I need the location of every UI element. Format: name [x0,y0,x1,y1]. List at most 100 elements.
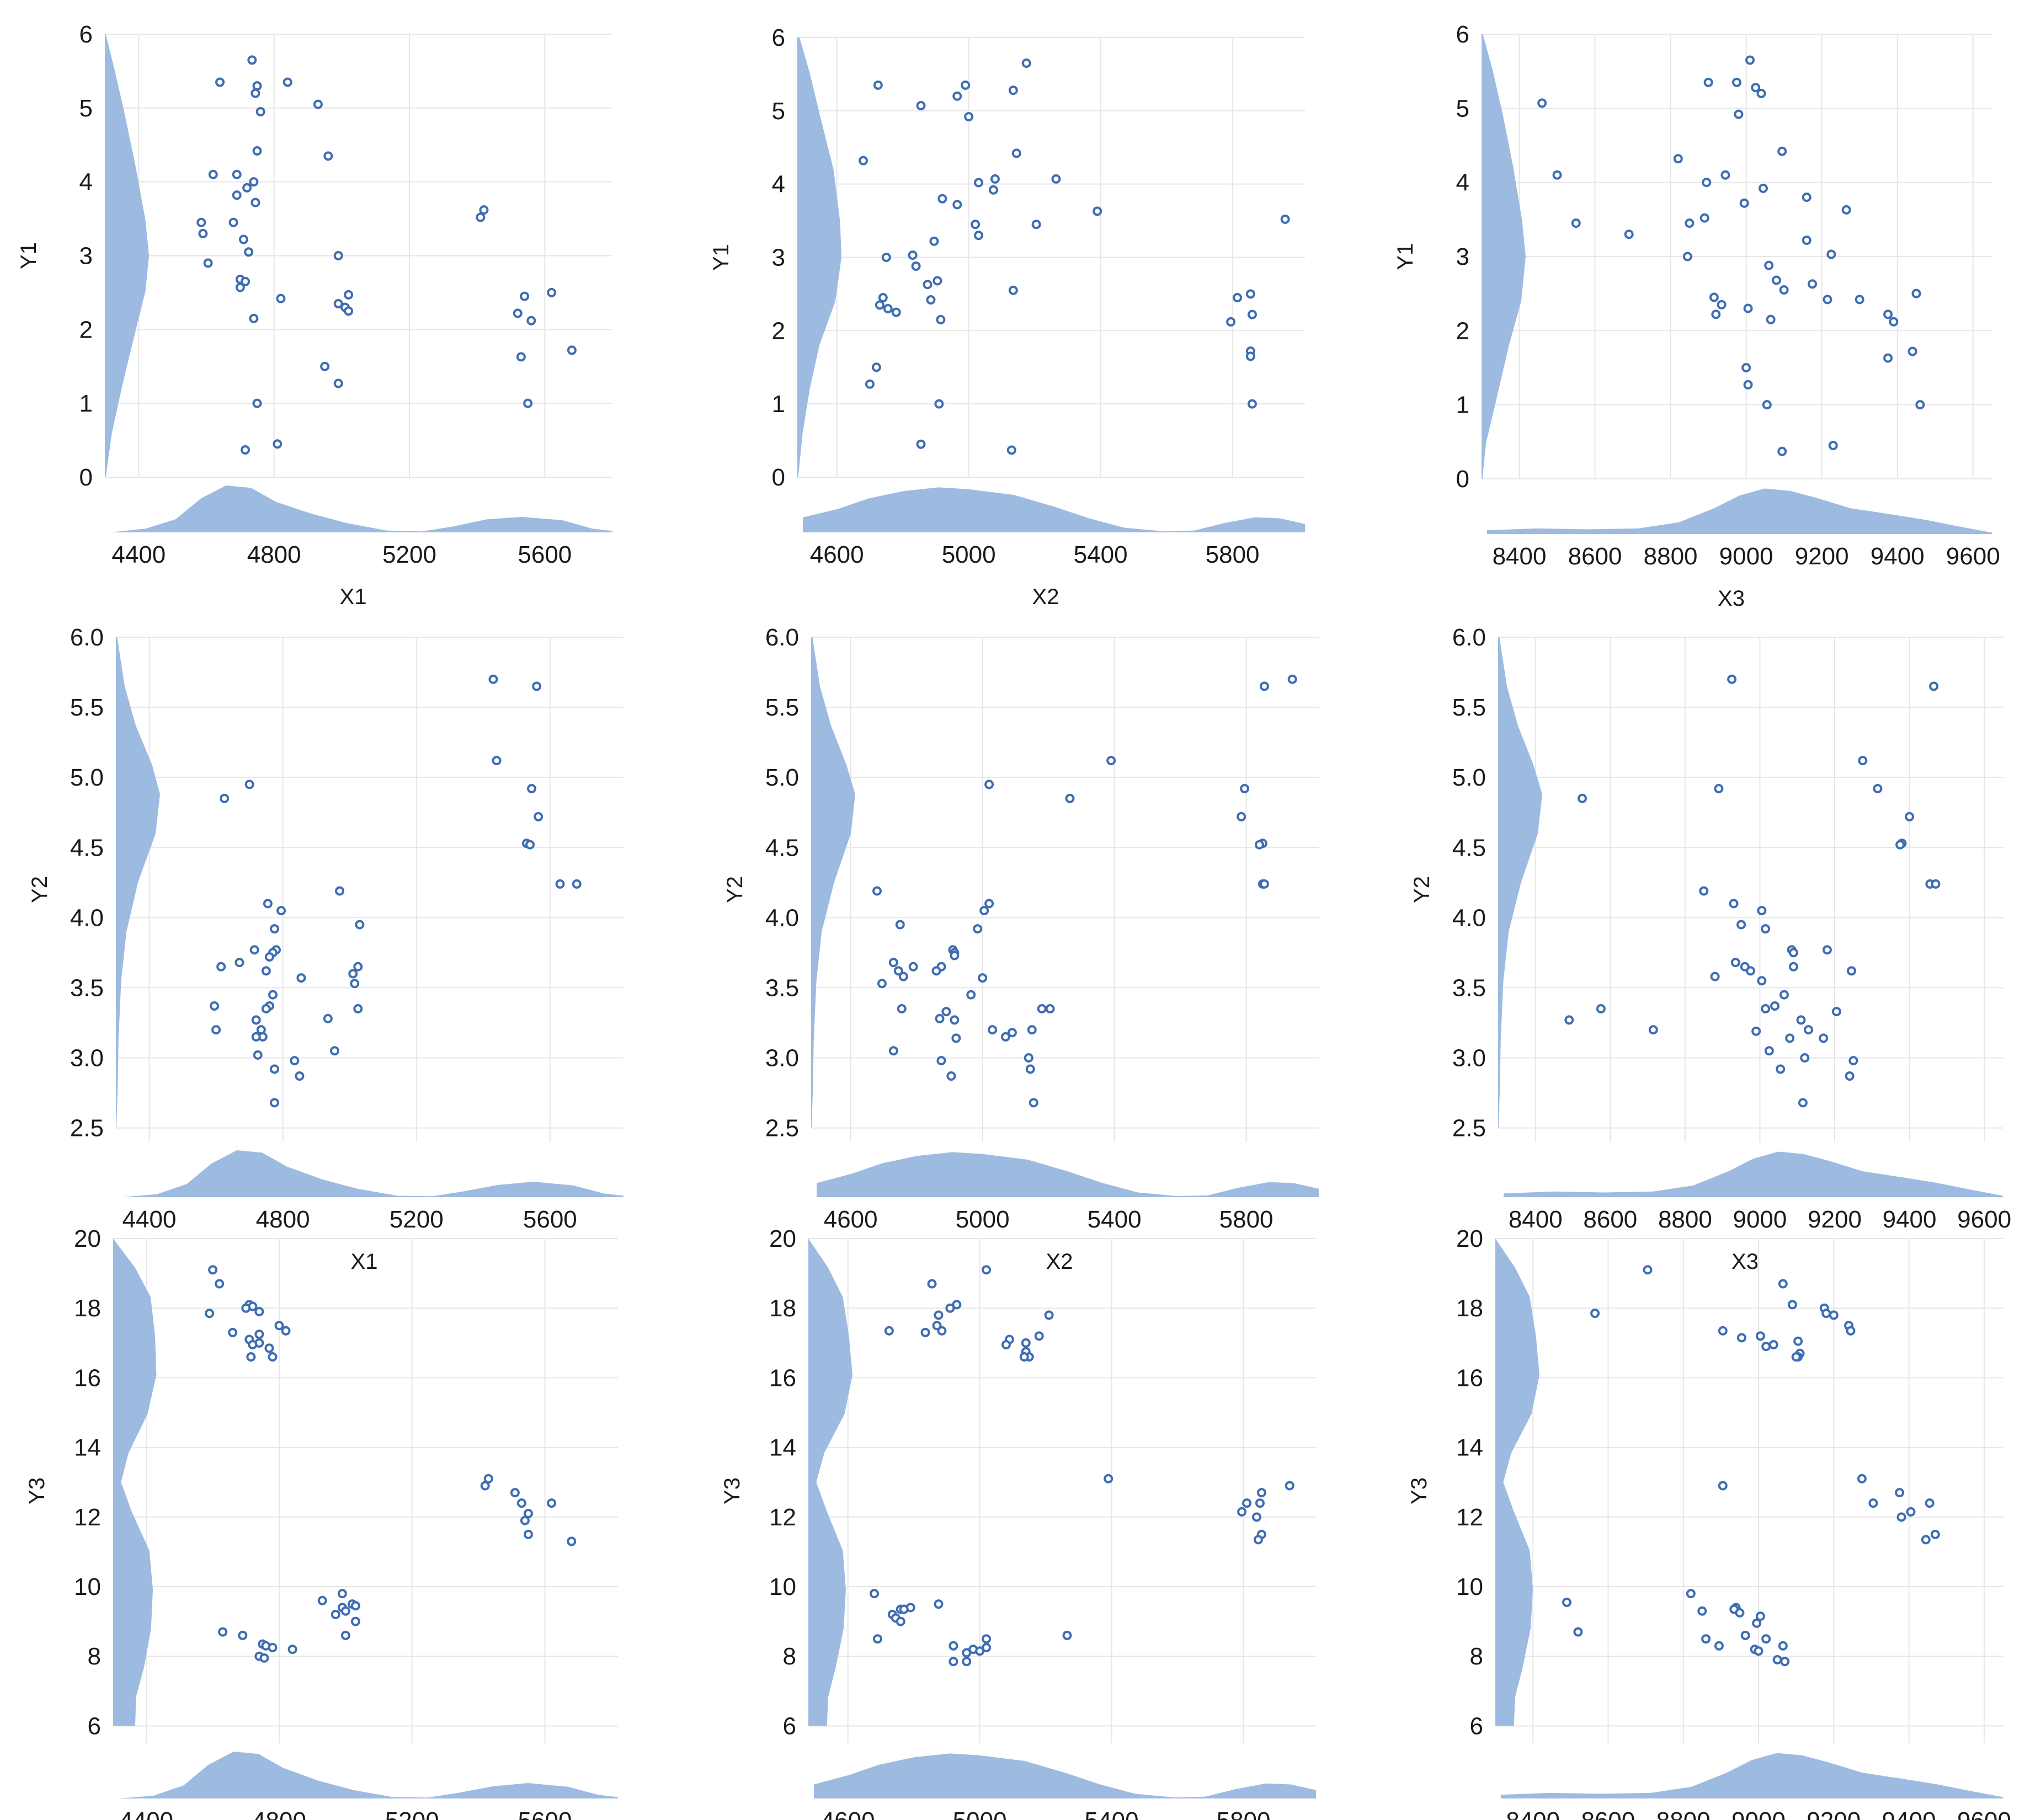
data-point [935,1013,945,1023]
scatter-panel: 6 8 10 12 14 16 18 20 8400 8600 8800 9000 9200 9400 96… [1407,1225,2011,1820]
data-point [276,293,286,303]
y-tick-label: 0 [1456,466,1469,493]
data-point [1571,218,1581,228]
data-point [1699,886,1709,896]
data-point [978,973,988,983]
data-point [251,1032,261,1042]
data-point [276,906,286,916]
data-point [1802,193,1811,202]
data-point [252,398,262,408]
scatter-panel: 2.5 3.0 3.5 4.0 4.5 5.0 5.5 6.0 4600 5000 5400 5800… [723,624,1319,1274]
data-point [1740,1630,1750,1640]
data-point [335,886,345,896]
data-point [946,1071,956,1081]
data-point [1717,300,1727,309]
y-tick-label: 18 [74,1295,101,1322]
data-point [858,156,868,166]
data-point [1889,317,1899,327]
data-point [1240,784,1250,793]
data-point [523,398,533,408]
data-point [572,879,582,889]
y-axis-label: Y3 [25,1477,49,1504]
x-marginal-density [817,1152,1319,1197]
data-point [526,316,536,325]
data-point [1552,170,1562,180]
data-point [1008,285,1018,295]
data-point [218,1627,228,1637]
data-point [350,1601,360,1611]
data-point [246,1352,256,1362]
data-point [516,352,526,362]
data-point [1756,88,1766,98]
data-point [1024,1053,1033,1063]
data-point [933,276,942,286]
data-point [1743,303,1753,313]
data-point [1021,1338,1031,1348]
y-tick-label: 5 [1456,95,1469,122]
data-point [1226,317,1236,327]
data-point [1905,812,1915,821]
y-marginal-density [1482,34,1526,479]
data-point [1780,1657,1790,1667]
data-point [1761,1634,1771,1644]
data-point [241,445,251,455]
x-axis-label: X3 [1731,1250,1759,1274]
x-tick-label: 5400 [1085,1807,1139,1820]
data-point [1624,229,1634,239]
data-point [259,1653,269,1663]
data-point [261,966,271,976]
data-point [331,1610,340,1620]
data-point [1037,1004,1047,1014]
y-tick-label: 3 [79,243,93,270]
data-point [228,1327,238,1337]
data-point [888,958,898,968]
y-axis-label: Y2 [28,876,52,903]
y-tick-label: 20 [769,1225,796,1252]
data-point [249,945,259,955]
data-point [873,80,883,90]
data-point [264,1343,274,1353]
data-point [973,924,983,934]
data-point [1772,1655,1782,1665]
data-point [984,780,994,789]
data-point [268,1642,278,1652]
data-point [333,378,343,388]
x-tick-label: 5000 [953,1807,1007,1820]
y-marginal-density [105,34,149,477]
data-point [1735,1608,1745,1618]
y-tick-label: 4 [1456,169,1469,196]
data-point [523,1529,533,1539]
data-point [1697,1606,1707,1616]
data-point [934,1599,944,1609]
x-tick-label: 8400 [1493,543,1547,570]
data-point [1758,183,1768,193]
y-axis-label: Y1 [17,242,41,269]
data-point [1764,260,1774,270]
data-point [1911,289,1921,298]
x-tick-label: 8400 [1506,1807,1560,1820]
data-point [988,1025,998,1035]
x-marginal-density [1501,1753,2003,1798]
data-point [329,1046,339,1056]
x-axis-label: X2 [1046,1250,1073,1274]
y-tick-label: 5.5 [70,694,104,721]
data-point [1247,399,1257,409]
y-tick-label: 2.5 [765,1115,799,1142]
data-point [1788,948,1798,958]
y-tick-label: 10 [1456,1573,1483,1600]
data-point [1761,924,1771,934]
data-point [198,228,208,238]
data-point [865,379,875,389]
data-point [1093,206,1102,216]
data-point [1254,840,1264,850]
y-tick-label: 4 [79,169,93,196]
data-point [340,1606,350,1616]
data-point [1044,1310,1054,1320]
y-marginal-density [811,637,855,1128]
scatter-panel: 6 8 10 12 14 16 18 20 4400 4800 5200 5600 X1 Y3 [25,1225,618,1820]
data-point [899,1604,909,1614]
data-point [931,966,941,976]
data-point [251,198,260,207]
data-point [1746,966,1755,976]
data-point [263,899,273,909]
